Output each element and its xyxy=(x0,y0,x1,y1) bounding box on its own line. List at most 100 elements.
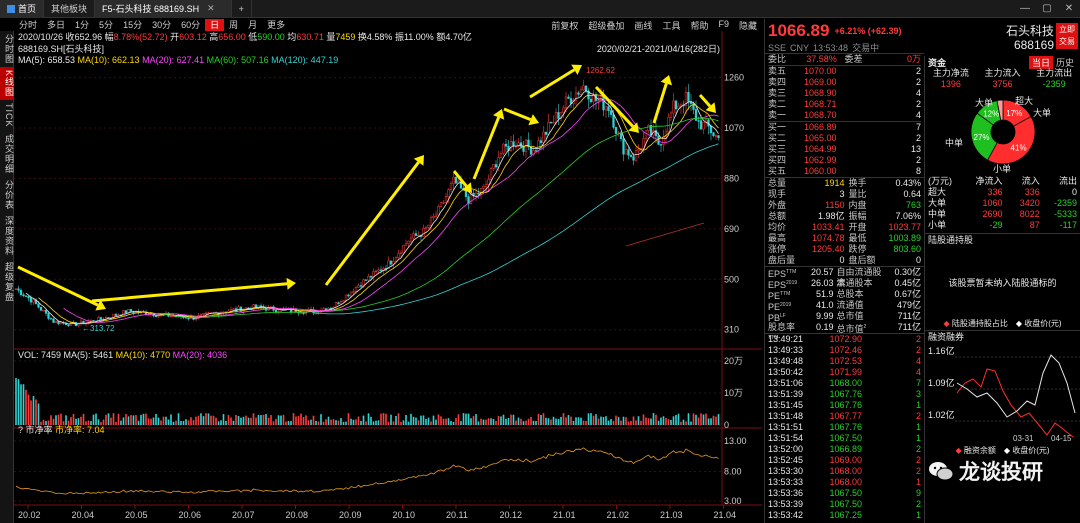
period-4[interactable]: 15分 xyxy=(123,20,143,30)
trade-now-button[interactable]: 立即交易 xyxy=(1056,23,1078,49)
left-tab-0[interactable]: 分时图 xyxy=(4,34,14,64)
period-7[interactable]: 日 xyxy=(205,19,225,31)
ask-row[interactable]: 卖四 1069.00 2 xyxy=(768,77,921,87)
add-tab-button[interactable]: + xyxy=(232,0,252,18)
period-1[interactable]: 多日 xyxy=(47,20,66,30)
hk-legend: ◆ 陆股通持股占比 ◆ 收盘价(元) xyxy=(925,318,1080,330)
left-tab-5[interactable]: 深度资料 xyxy=(4,215,14,256)
left-tab-2[interactable]: TICK xyxy=(4,103,14,128)
stock-name: 石头科技 xyxy=(1005,24,1054,38)
maximize-icon[interactable]: ▢ xyxy=(1042,3,1052,14)
watermark-text: 龙谈投研 xyxy=(959,461,1043,484)
quote-meta: SSE CNY 13:53:48 交易中 xyxy=(765,43,924,53)
x-tick: 20.04 xyxy=(72,510,95,520)
tab-stock[interactable]: F5-石头科技 688169.SH ✕ xyxy=(95,0,232,18)
flow-table-row: 小单 -29 87 -117 xyxy=(928,220,1077,230)
price-change: +6.21% (+62.39) xyxy=(834,26,902,36)
period-8[interactable]: 周 xyxy=(229,20,239,30)
period-6[interactable]: 60分 xyxy=(181,20,201,30)
stat-row: 盘后量 0 盘后额 0 xyxy=(768,255,921,265)
tool-5[interactable]: F9 xyxy=(718,18,729,29)
margin-balance-line xyxy=(956,368,1074,438)
pb-tick: 8.00 xyxy=(724,467,742,477)
tick-row: 13:53:42 1067.25 1 xyxy=(768,510,921,520)
tool-1[interactable]: 超级叠加 xyxy=(588,20,625,31)
fundamental-row: EPS2019 26.03 流通股本 0.45亿 xyxy=(768,278,921,290)
bid-row[interactable]: 买五 1060.00 8 xyxy=(768,166,921,176)
trade-status: 交易中 xyxy=(852,43,880,53)
pie-slice xyxy=(987,116,1036,165)
fundamentals: EPSTTM 20.57 自由流通股本 0.30亿 EPS2019 26.03 流通股本 0.… xyxy=(765,267,924,341)
ma120-line xyxy=(313,143,719,315)
date-range: 2020/02/21-2021/04/16(282日) xyxy=(597,44,720,54)
stat-row: 外盘 1150 内盘 763 xyxy=(768,200,921,210)
last-price: 1066.89 xyxy=(768,21,830,40)
ask-row[interactable]: 卖三 1068.90 4 xyxy=(768,88,921,98)
left-tab-3[interactable]: 成交明细 xyxy=(4,133,14,174)
bid-row[interactable]: 买三 1064.99 13 xyxy=(768,144,921,154)
fundamental-row: PETTM 51.9 总股本 0.67亿 xyxy=(768,289,921,301)
tick-list[interactable]: 13:49:21 1072.90 2 13:49:33 1072.46 2 13:49:48… xyxy=(765,334,924,521)
main-in-value: 3756 xyxy=(992,79,1013,89)
tick-row: 13:53:39 1067.50 2 xyxy=(768,499,921,509)
main-out-value: -2359 xyxy=(1042,79,1066,89)
price-tick: 880 xyxy=(724,173,739,183)
period-9[interactable]: 月 xyxy=(248,20,258,30)
tool-6[interactable]: 隐藏 xyxy=(738,20,757,31)
period-3[interactable]: 5分 xyxy=(99,20,114,30)
close-window-icon[interactable]: ✕ xyxy=(1064,3,1074,14)
hk-legend-ratio: ◆ 陆股通持股占比 xyxy=(943,319,1008,328)
tab-history[interactable]: 历史 xyxy=(1055,57,1074,68)
tab-today[interactable]: 当日 xyxy=(1028,55,1053,69)
vol-tick: 10万 xyxy=(724,388,743,398)
tab-other-sectors[interactable]: 其他板块 xyxy=(44,0,96,18)
left-tab-4[interactable]: 分价表 xyxy=(4,179,14,210)
left-tab-6[interactable]: 超级复盘 xyxy=(4,261,14,302)
tool-3[interactable]: 工具 xyxy=(662,20,681,31)
fundamental-row: 股息率TTM 0.19 总市值2 711亿 xyxy=(768,322,921,341)
vol-legend: VOL: 7459 MA(5): 5461 MA(10): 4770 MA(20… xyxy=(18,350,227,360)
ask-row[interactable]: 卖一 1068.70 4 xyxy=(768,110,921,120)
margin-legend-balance: ◆ 融资余额 xyxy=(955,446,996,455)
period-0[interactable]: 分时 xyxy=(19,20,38,30)
left-tab-1[interactable]: K线图 xyxy=(0,67,14,101)
margin-chart: 1.16亿 1.09亿 1.02亿 03-31 04-15 xyxy=(928,345,1080,443)
pie-slice xyxy=(970,112,998,161)
x-tick: 21.02 xyxy=(607,510,630,520)
stat-row: 总额 1.98亿 振幅 7.06% xyxy=(768,211,921,221)
bid-row[interactable]: 买二 1065.00 2 xyxy=(768,133,921,143)
tool-2[interactable]: 画线 xyxy=(634,20,653,31)
bid-row[interactable]: 买四 1062.99 2 xyxy=(768,155,921,165)
pie-label: 27% xyxy=(974,133,990,142)
period-2[interactable]: 1分 xyxy=(75,20,90,30)
tick-row: 13:51:39 1067.76 3 xyxy=(768,389,921,399)
vol-tick: 0 xyxy=(724,420,729,430)
close-icon[interactable]: ✕ xyxy=(207,3,215,13)
tick-row: 13:51:06 1068.00 7 xyxy=(768,378,921,388)
x-tick: 20.09 xyxy=(339,510,362,520)
tool-0[interactable]: 前复权 xyxy=(551,20,579,31)
pb-tick: 3.00 xyxy=(724,496,742,506)
stat-row: 现手 3 量比 0.64 xyxy=(768,189,921,199)
tick-row: 13:49:21 1072.90 2 xyxy=(768,334,921,344)
trend-line xyxy=(625,222,705,247)
pie-category-label: 大单 xyxy=(1033,107,1051,118)
tick-row: 13:51:51 1067.76 1 xyxy=(768,422,921,432)
pie-label: 41% xyxy=(1011,144,1027,153)
main-net-label: 主力净流 xyxy=(932,68,969,78)
ask-row[interactable]: 卖二 1068.71 2 xyxy=(768,99,921,109)
kline-chart[interactable]: 2020/10/26 收652.96 幅8.78%(52.72) 开603.12… xyxy=(14,31,762,523)
period-5[interactable]: 30分 xyxy=(152,20,172,30)
tab-home[interactable]: 首页 xyxy=(0,0,45,18)
ask-row[interactable]: 卖五 1070.00 2 xyxy=(768,66,921,76)
tool-4[interactable]: 帮助 xyxy=(690,20,709,31)
price-tick: 500 xyxy=(724,274,739,284)
x-tick: 21.01 xyxy=(553,510,576,520)
chart-tools: 前复权 超级叠加 画线 工具 帮助 F9 隐藏 xyxy=(546,19,762,32)
period-10[interactable]: 更多 xyxy=(267,20,286,30)
flow-table-row: 超大 336 336 0 xyxy=(928,187,1077,197)
tick-row: 13:52:00 1066.89 2 xyxy=(768,444,921,454)
margin-title: 融资融券 xyxy=(928,332,965,342)
bid-row[interactable]: 买一 1066.89 7 xyxy=(768,122,921,132)
minimize-icon[interactable]: — xyxy=(1020,3,1030,14)
